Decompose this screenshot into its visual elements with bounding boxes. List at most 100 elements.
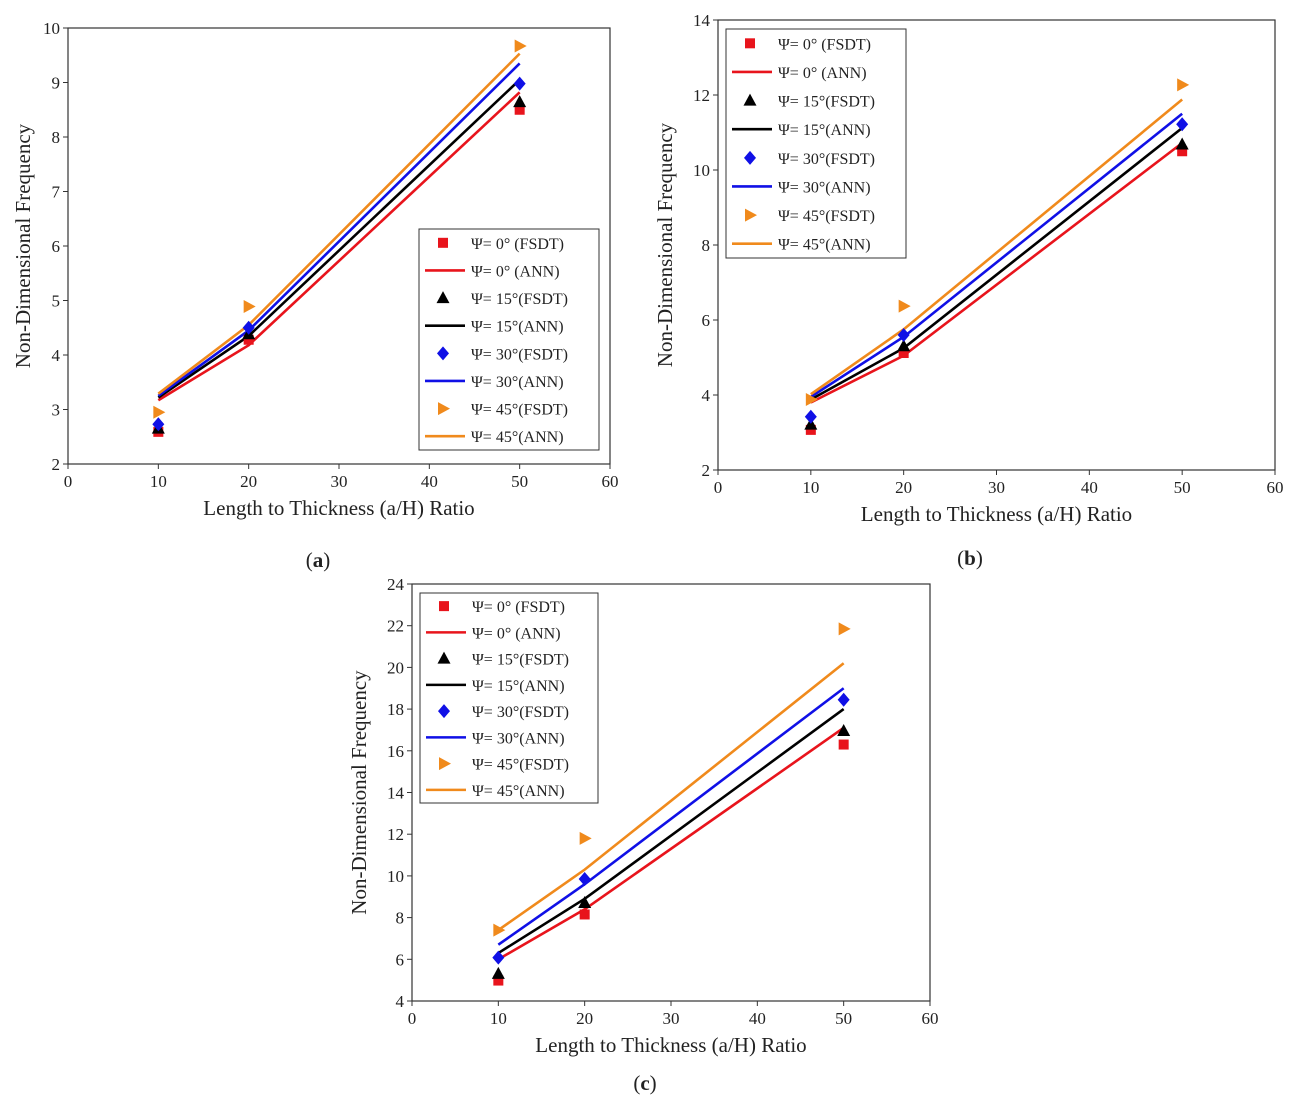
- legend-label: Ψ= 15°(FSDT): [778, 94, 875, 111]
- legend-label: Ψ= 15°(ANN): [472, 678, 565, 695]
- legend-marker-2: [743, 93, 757, 106]
- panel-label-open: (: [306, 548, 313, 572]
- y-tick-label: 6: [52, 237, 61, 256]
- x-tick-label: 0: [64, 472, 73, 491]
- legend-label: Ψ= 0° (FSDT): [472, 599, 565, 616]
- panel-label-close: ): [976, 546, 983, 570]
- legend-label: Ψ= 15°(ANN): [778, 122, 871, 139]
- data-point-s4-0: [804, 409, 817, 424]
- y-tick-label: 10: [693, 161, 710, 180]
- x-tick-label: 30: [331, 472, 348, 491]
- y-tick-label: 12: [693, 86, 710, 105]
- x-tick-label: 20: [240, 472, 257, 491]
- legend-marker-0: [439, 601, 449, 612]
- y-tick-label: 7: [52, 183, 61, 202]
- chart-panel-b: 0 10 20 30 40 50 60 2 4 6 8 10 12 14 Length to Thickne…: [653, 11, 1284, 570]
- legend-label: Ψ= 45°(FSDT): [778, 208, 875, 225]
- data-point-s0-2: [838, 739, 849, 750]
- data-point-s4-2: [513, 76, 526, 91]
- legend-label: Ψ= 0° (ANN): [778, 65, 867, 82]
- legend-marker-0: [745, 38, 755, 49]
- data-point-s2-0: [491, 966, 505, 979]
- data-point-s4-2: [1176, 117, 1189, 132]
- legend-label: Ψ= 45°(ANN): [472, 783, 565, 800]
- y-tick-label: 5: [52, 292, 61, 311]
- data-point-s4-1: [897, 328, 910, 342]
- panel-label-open: (: [957, 546, 964, 570]
- legend-label: Ψ= 0° (FSDT): [471, 236, 564, 253]
- x-axis-label: Length to Thickness (a/H) Ratio: [203, 496, 474, 520]
- series-line-7: [497, 662, 845, 932]
- x-tick-label: 60: [602, 472, 619, 491]
- x-tick-label: 50: [835, 1009, 852, 1028]
- legend-marker-4: [744, 150, 756, 165]
- data-point-s6-0: [805, 393, 818, 406]
- y-tick-label: 16: [387, 742, 404, 761]
- y-tick-label: 2: [52, 455, 61, 474]
- legend-label: Ψ= 15°(FSDT): [472, 652, 569, 669]
- x-tick-label: 30: [988, 478, 1005, 497]
- data-point-s6-1: [579, 831, 592, 845]
- panel-label: (b): [957, 546, 983, 570]
- y-tick-label: 6: [702, 311, 711, 330]
- data-point-s0-1: [898, 348, 909, 358]
- y-tick-label: 8: [702, 236, 711, 255]
- y-tick-label: 8: [396, 909, 405, 928]
- legend-label: Ψ= 30°(FSDT): [778, 151, 875, 168]
- data-point-s6-1: [898, 299, 911, 313]
- data-point-s0-1: [579, 909, 590, 920]
- y-tick-label: 20: [387, 658, 404, 677]
- x-tick-label: 40: [1081, 478, 1098, 497]
- legend-label: Ψ= 30°(FSDT): [472, 704, 569, 721]
- legend: Ψ= 0° (FSDT) Ψ= 0° (ANN) Ψ= 15°(FSDT) Ψ= 15…: [418, 228, 600, 451]
- panel-label: (a): [306, 548, 331, 572]
- legend-label: Ψ= 30°(FSDT): [471, 346, 568, 363]
- panel-label-letter: b: [964, 546, 976, 570]
- legend-label: Ψ= 30°(ANN): [778, 179, 871, 196]
- data-point-s6-2: [1177, 78, 1190, 92]
- y-tick-label: 22: [387, 617, 404, 636]
- x-tick-label: 60: [1267, 478, 1284, 497]
- panel-label-letter: c: [640, 1071, 649, 1095]
- data-point-s2-1: [897, 339, 911, 352]
- data-point-s0-2: [1177, 146, 1188, 157]
- panel-label: (c): [633, 1071, 656, 1095]
- legend-label: Ψ= 30°(ANN): [471, 374, 564, 391]
- y-tick-label: 9: [52, 74, 61, 93]
- data-point-s6-2: [514, 39, 527, 53]
- y-tick-label: 18: [387, 700, 404, 719]
- legend-label: Ψ= 45°(FSDT): [471, 402, 568, 419]
- data-point-s6-2: [838, 622, 851, 636]
- legend-label: Ψ= 45°(ANN): [471, 429, 564, 446]
- y-tick-label: 4: [396, 992, 405, 1011]
- legend-label: Ψ= 15°(FSDT): [471, 291, 568, 308]
- legend-marker-2: [437, 651, 451, 664]
- legend: Ψ= 0° (FSDT) Ψ= 0° (ANN) Ψ= 15°(FSDT) Ψ= 15…: [419, 592, 599, 804]
- legend-marker-6: [439, 757, 451, 771]
- legend-marker-6: [745, 208, 757, 222]
- y-tick-label: 12: [387, 825, 404, 844]
- data-point-s0-2: [514, 104, 525, 115]
- x-tick-label: 40: [749, 1009, 766, 1028]
- data-point-s4-2: [837, 692, 850, 707]
- y-tick-label: 3: [52, 401, 61, 420]
- legend-label: Ψ= 30°(ANN): [472, 730, 565, 747]
- x-tick-label: 20: [576, 1009, 593, 1028]
- x-tick-label: 10: [490, 1009, 507, 1028]
- data-point-s4-1: [578, 872, 591, 887]
- y-tick-label: 4: [702, 386, 711, 405]
- x-tick-label: 50: [511, 472, 528, 491]
- legend-marker-0: [438, 237, 448, 248]
- x-tick-label: 20: [895, 478, 912, 497]
- legend-box: [418, 228, 600, 451]
- chart-panel-c: 0 10 20 30 40 50 60 4 6 8 10 12 14 16 18 20 22 24 Length t…: [347, 575, 939, 1095]
- y-tick-label: 24: [387, 575, 405, 594]
- y-axis-label: Non-Dimensional Frequency: [347, 670, 371, 915]
- y-tick-label: 6: [396, 950, 405, 969]
- data-point-s2-2: [1175, 137, 1189, 150]
- y-tick-label: 4: [52, 346, 61, 365]
- legend-box: [419, 592, 599, 804]
- data-point-s6-0: [493, 923, 506, 937]
- legend-marker-2: [436, 291, 450, 304]
